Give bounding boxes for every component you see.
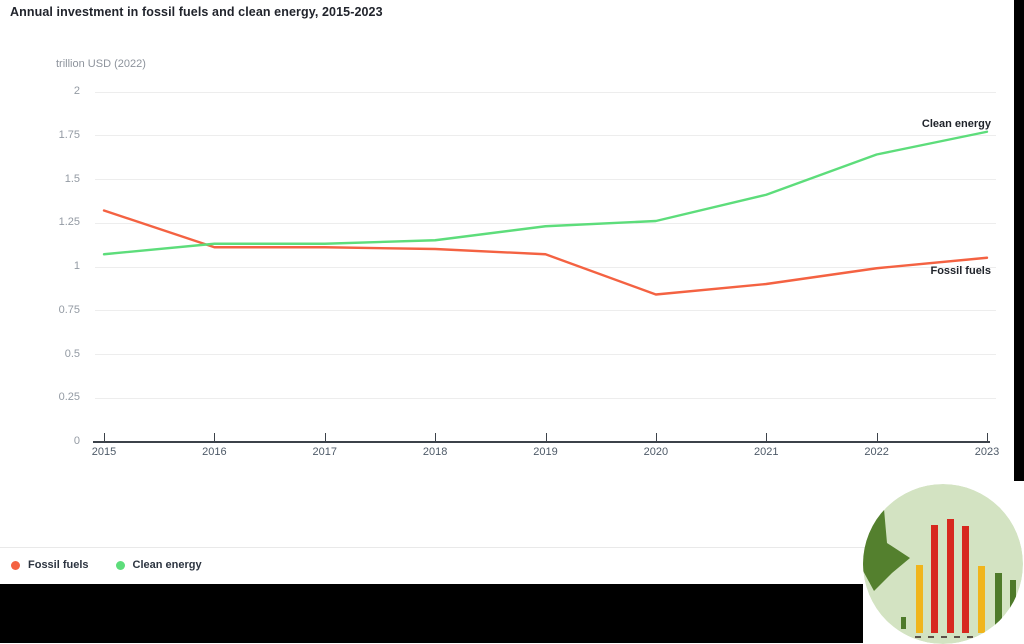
logo-bar xyxy=(995,573,1002,626)
x-tick-label: 2018 xyxy=(422,445,448,458)
logo-bar xyxy=(962,526,969,633)
gridline xyxy=(95,135,996,137)
logo-bar xyxy=(1010,580,1016,613)
logo-bar xyxy=(931,525,938,633)
x-tick-mark xyxy=(214,433,216,441)
logo-axis-mark xyxy=(954,636,960,638)
x-tick-mark xyxy=(987,433,988,441)
x-axis-baseline xyxy=(93,440,990,443)
x-tick-mark xyxy=(545,433,547,441)
logo-bar xyxy=(901,617,906,629)
y-axis-unit-label: trillion USD (2022) xyxy=(56,58,146,70)
logo-bar xyxy=(916,565,923,633)
logo-axis-mark xyxy=(928,636,934,638)
gridline xyxy=(95,397,996,399)
fossil-fuels-dot-icon xyxy=(11,560,20,570)
series-line-clean-energy xyxy=(102,130,989,256)
y-tick-label: 2 xyxy=(73,85,80,97)
logo-axis-mark xyxy=(980,636,986,638)
y-tick-label: 0 xyxy=(73,435,80,447)
gridline xyxy=(95,310,996,312)
x-tick-label: 2020 xyxy=(643,445,669,458)
x-tick-label: 2023 xyxy=(974,445,1000,458)
plot-area: 0 0.25 0.5 0.75 1 1.25 1.5 1.75 2 2015 2016 2017 201… xyxy=(58,85,1000,458)
logo-axis-mark xyxy=(941,636,947,638)
chart-legend: Fossil fuels Clean energy xyxy=(11,559,202,571)
gridline xyxy=(95,179,996,180)
y-tick-label: 1.5 xyxy=(64,172,80,185)
bar-chart-with-down-arrow-logo-icon xyxy=(863,484,1023,644)
line-end-label-clean-energy: Clean energy xyxy=(921,117,991,130)
x-tick-label: 2022 xyxy=(864,445,889,458)
x-tick-mark xyxy=(876,433,878,441)
line-end-label-fossil-fuels: Fossil fuels xyxy=(930,264,991,277)
chart-title: Annual investment in fossil fuels and cl… xyxy=(10,5,383,19)
x-tick-label: 2015 xyxy=(91,445,117,458)
x-tick-label: 2019 xyxy=(533,445,558,458)
legend-item-fossil-fuels: Fossil fuels xyxy=(11,559,89,571)
legend-label: Clean energy xyxy=(132,559,202,571)
gridline xyxy=(95,266,996,268)
y-tick-label: 0.25 xyxy=(58,391,80,404)
y-tick-label: 1 xyxy=(73,260,80,272)
y-tick-label: 1.25 xyxy=(58,216,80,229)
redacted-black-strip xyxy=(1014,0,1024,481)
series-lines xyxy=(102,130,989,296)
x-tick-label: 2017 xyxy=(312,445,337,458)
logo-axis-mark xyxy=(967,636,973,638)
legend-divider xyxy=(0,547,1014,548)
logo-bar xyxy=(978,566,985,633)
x-tick-mark xyxy=(435,433,437,441)
logo-bar xyxy=(947,519,954,633)
x-tick-mark xyxy=(655,433,657,441)
legend-item-clean-energy: Clean energy xyxy=(115,559,202,571)
y-tick-label: 0.75 xyxy=(58,303,80,316)
x-tick-mark xyxy=(324,433,326,441)
x-tick-label: 2021 xyxy=(754,445,779,458)
gridline xyxy=(95,222,996,224)
y-tick-label: 1.75 xyxy=(58,128,80,141)
y-tick-label: 0.5 xyxy=(64,347,80,360)
x-tick-mark xyxy=(766,433,768,441)
x-tick-label: 2016 xyxy=(202,445,227,458)
redacted-black-bar xyxy=(0,584,863,643)
clean-energy-dot-icon xyxy=(115,560,125,570)
gridline xyxy=(95,91,996,93)
logo-axis-mark xyxy=(915,636,921,638)
gridline xyxy=(95,354,996,355)
legend-label: Fossil fuels xyxy=(28,559,89,571)
x-tick-mark xyxy=(104,433,105,441)
